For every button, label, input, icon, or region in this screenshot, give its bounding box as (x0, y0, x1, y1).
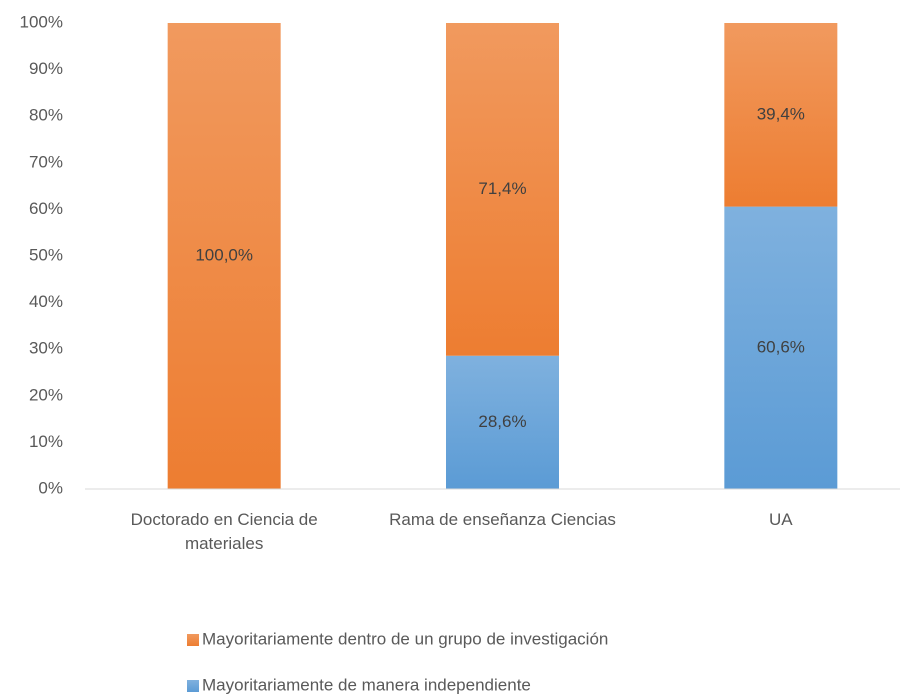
y-tick-label: 100% (20, 12, 63, 31)
y-tick-label: 10% (29, 432, 63, 451)
y-tick-label: 80% (29, 106, 63, 125)
y-tick-label: 70% (29, 152, 63, 171)
legend-swatch (187, 680, 199, 692)
value-label: 71,4% (478, 179, 526, 198)
value-label: 39,4% (757, 104, 805, 123)
legend-label: Mayoritariamente dentro de un grupo de i… (202, 629, 608, 648)
y-tick-label: 40% (29, 292, 63, 311)
legend-swatch (187, 634, 199, 646)
bar-segment (167, 23, 281, 489)
value-label: 100,0% (195, 245, 253, 264)
bar-segment (724, 206, 838, 489)
bar-segment (724, 23, 838, 207)
y-tick-label: 20% (29, 385, 63, 404)
bar-segment (446, 23, 559, 356)
bar-segment (446, 355, 559, 489)
y-tick-label: 0% (38, 478, 63, 497)
y-tick-label: 30% (29, 339, 63, 358)
y-tick-label: 90% (29, 59, 63, 78)
value-label: 28,6% (478, 412, 526, 431)
y-tick-label: 50% (29, 245, 63, 264)
x-tick-label: Rama de enseñanza Ciencias (389, 510, 616, 529)
y-tick-label: 60% (29, 199, 63, 218)
value-label: 60,6% (757, 337, 805, 356)
legend-label: Mayoritariamente de manera independiente (202, 675, 531, 694)
x-tick-label: Doctorado en Ciencia de materiales (130, 510, 318, 553)
x-tick-label: UA (769, 510, 793, 529)
